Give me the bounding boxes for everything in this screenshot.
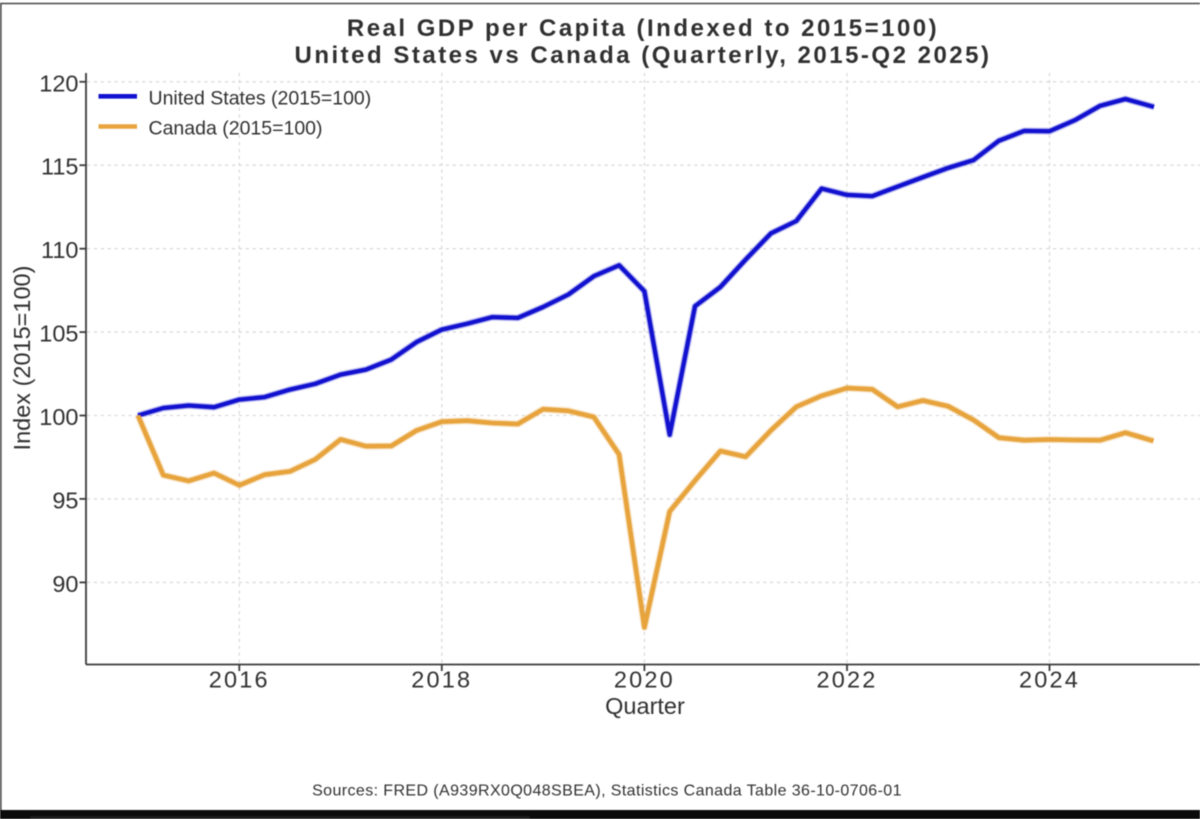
svg-text:2022: 2022 [816,667,877,693]
svg-text:90: 90 [52,571,78,597]
svg-text:2024: 2024 [1019,667,1080,693]
svg-text:Real GDP per Capita (Indexed t: Real GDP per Capita (Indexed to 2015=100… [347,15,939,42]
svg-text:Index (2015=100): Index (2015=100) [9,266,35,451]
svg-text:2016: 2016 [209,667,270,693]
svg-text:Sources: FRED (A939RX0Q048SBEA: Sources: FRED (A939RX0Q048SBEA), Statist… [312,783,902,800]
svg-text:120: 120 [39,70,78,96]
svg-text:2018: 2018 [411,667,472,693]
svg-text:United States vs Canada (Quart: United States vs Canada (Quarterly, 2015… [295,42,992,69]
svg-text:95: 95 [52,487,78,513]
svg-text:United States (2015=100): United States (2015=100) [149,87,372,109]
svg-text:Canada (2015=100): Canada (2015=100) [149,118,323,140]
svg-text:115: 115 [41,154,78,180]
svg-text:100: 100 [39,404,78,430]
svg-text:2020: 2020 [614,667,675,693]
svg-text:110: 110 [41,237,78,263]
svg-text:Quarter: Quarter [605,693,685,719]
svg-text:105: 105 [39,321,78,347]
